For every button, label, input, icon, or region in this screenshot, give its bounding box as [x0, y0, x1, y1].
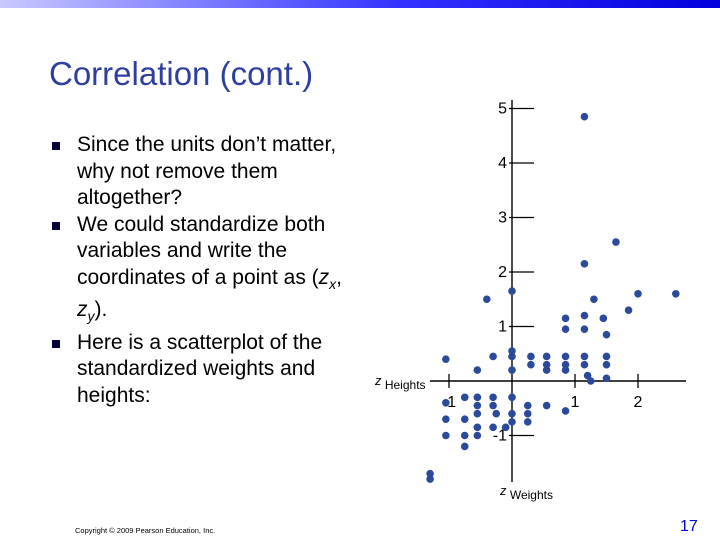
data-point [508, 409, 516, 418]
data-point [489, 423, 497, 432]
data-point [501, 423, 510, 432]
data-point [602, 374, 611, 383]
data-point [580, 352, 589, 361]
data-point [527, 360, 535, 369]
bullet-text: We could standardize both variables and … [77, 212, 342, 325]
data-point [561, 366, 570, 374]
bullet-text: Since the units don’t matter, why not re… [77, 133, 337, 209]
copyright-footer: Copyright © 2009 Pearson Education, Inc. [75, 526, 216, 535]
data-point [508, 287, 516, 295]
data-point [561, 352, 570, 361]
data-point [602, 360, 611, 369]
data-point [612, 238, 620, 246]
square-bullet-icon [52, 339, 60, 348]
data-point [590, 295, 598, 304]
data-point [473, 431, 482, 440]
axis-titles: z Heights z Weights [374, 373, 553, 502]
data-point [634, 290, 642, 298]
data-point [542, 401, 551, 410]
data-point [602, 330, 611, 339]
data-point [460, 415, 469, 423]
bullet-list: Since the units don’t matter, why not re… [52, 132, 352, 409]
data-point [460, 431, 469, 440]
y-axis-title: z Weights [499, 483, 553, 502]
data-point [426, 475, 434, 483]
y-tick-label: 5 [498, 101, 507, 118]
data-point [473, 423, 482, 432]
data-point [442, 355, 450, 364]
data-point [489, 401, 497, 410]
data-point [542, 366, 551, 374]
x-tick-label: 2 [634, 394, 643, 411]
data-point [473, 409, 482, 418]
data-point [508, 366, 516, 374]
data-point [542, 352, 551, 361]
data-point [460, 393, 469, 402]
data-point [523, 401, 532, 410]
bullet-item: We could standardize both variables and … [52, 212, 352, 330]
y-tick-label: 4 [498, 155, 507, 172]
slide-title: Correlation (cont.) [49, 55, 314, 92]
data-point [508, 347, 516, 355]
data-point [442, 399, 450, 407]
page-number: 17 [680, 518, 698, 535]
data-point [561, 407, 570, 415]
data-point [580, 311, 589, 320]
data-points [426, 112, 680, 483]
data-point [580, 360, 589, 369]
y-tick-label: 2 [498, 264, 507, 281]
title-bar-rule [0, 0, 720, 8]
data-point [561, 325, 570, 334]
data-point [586, 377, 595, 385]
x-axis-title: z Heights [374, 373, 426, 392]
data-point [523, 418, 532, 426]
y-tick-label: -1 [493, 428, 507, 445]
data-point [483, 295, 491, 304]
data-point [542, 360, 551, 369]
data-point [561, 360, 570, 369]
data-point [580, 112, 589, 121]
bullet-text: Here is a scatterplot of the standardize… [77, 330, 323, 407]
data-point [527, 352, 535, 361]
data-point [672, 290, 680, 298]
data-point [442, 431, 450, 440]
y-tick-label: 1 [498, 319, 507, 336]
data-point [442, 415, 450, 423]
y-tick-label: 3 [498, 210, 507, 227]
data-point [489, 393, 497, 402]
data-point [492, 409, 501, 418]
data-point [624, 306, 633, 314]
square-bullet-icon [52, 142, 60, 150]
data-point [473, 393, 482, 402]
data-point [523, 409, 532, 418]
data-point [561, 314, 570, 323]
data-point [599, 314, 608, 323]
data-point [489, 352, 497, 361]
data-point [426, 469, 434, 478]
data-point [580, 260, 589, 268]
data-point [580, 325, 589, 334]
bullet-item: Here is a scatterplot of the standardize… [52, 330, 352, 410]
data-point [460, 442, 469, 451]
data-point [473, 401, 482, 410]
data-point [602, 352, 611, 361]
square-bullet-icon [52, 221, 60, 230]
data-point [508, 418, 516, 426]
data-point [473, 366, 482, 374]
bullet-item: Since the units don’t matter, why not re… [52, 132, 352, 212]
data-point [508, 393, 516, 402]
x-tick-label: 1 [571, 394, 580, 411]
data-point [508, 352, 516, 361]
